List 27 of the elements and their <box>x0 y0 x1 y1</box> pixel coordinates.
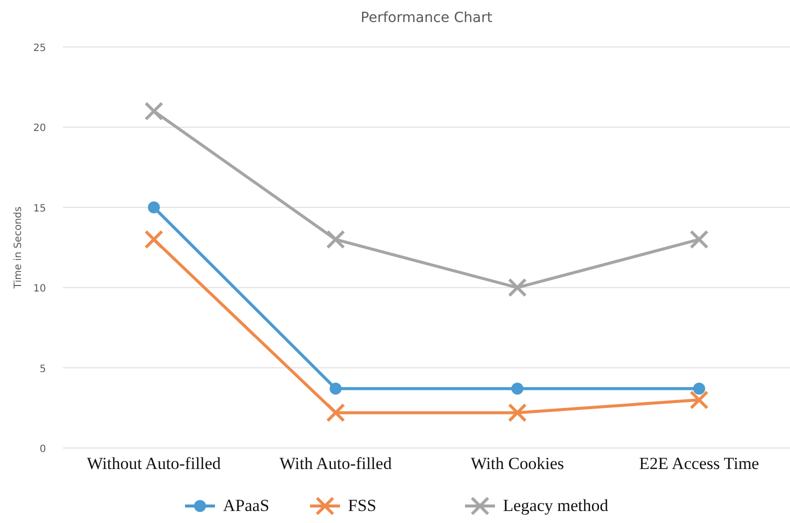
point <box>144 102 164 121</box>
x-tick-label: E2E Access Time <box>639 454 760 473</box>
y-tick-label: 5 <box>40 364 46 375</box>
chart-title: Performance Chart <box>360 10 493 26</box>
point <box>326 403 346 422</box>
point <box>511 382 524 395</box>
x-tick-label: With Cookies <box>470 454 564 473</box>
point <box>690 390 709 410</box>
y-tick-label: 15 <box>33 203 46 214</box>
legend-label: APaaS <box>223 496 270 515</box>
y-tick-label: 20 <box>33 123 46 134</box>
legend-label: FSS <box>348 496 376 515</box>
point <box>508 278 527 298</box>
y-tick-label: 0 <box>40 444 46 455</box>
x-tick-label: With Auto-filled <box>280 454 392 473</box>
point <box>326 230 346 249</box>
point <box>690 230 709 249</box>
y-axis-title: Time in Seconds <box>13 206 24 290</box>
point <box>508 403 527 422</box>
y-tick-label: 10 <box>33 284 46 295</box>
point <box>144 230 164 249</box>
legend-label: Legacy method <box>503 496 609 515</box>
y-tick-label: 25 <box>33 43 46 54</box>
x-tick-label: Without Auto-filled <box>86 454 222 473</box>
point <box>693 382 706 395</box>
point <box>148 201 160 214</box>
point <box>330 382 342 395</box>
